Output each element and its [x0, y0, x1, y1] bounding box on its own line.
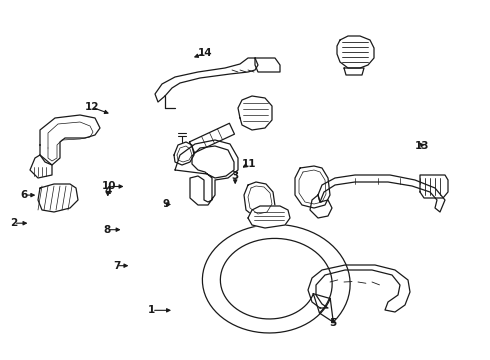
Polygon shape [175, 140, 238, 205]
Text: 5: 5 [330, 318, 337, 328]
Polygon shape [337, 36, 374, 68]
Polygon shape [308, 265, 410, 312]
Polygon shape [344, 68, 364, 75]
Polygon shape [248, 206, 290, 228]
Polygon shape [202, 224, 350, 333]
Polygon shape [38, 184, 78, 212]
Text: 2: 2 [10, 218, 17, 228]
Polygon shape [40, 115, 100, 165]
Text: 12: 12 [85, 102, 99, 112]
Text: 10: 10 [101, 181, 116, 192]
Polygon shape [420, 175, 448, 198]
Polygon shape [244, 182, 275, 218]
Polygon shape [190, 123, 235, 153]
Text: 3: 3 [232, 171, 239, 181]
Polygon shape [310, 195, 332, 218]
Text: 13: 13 [415, 141, 430, 151]
Polygon shape [255, 58, 280, 72]
Text: 1: 1 [148, 305, 155, 315]
Polygon shape [318, 175, 445, 212]
Text: 14: 14 [197, 48, 212, 58]
Polygon shape [295, 166, 330, 208]
Text: 9: 9 [162, 199, 169, 210]
Polygon shape [174, 142, 194, 165]
Text: 8: 8 [103, 225, 110, 235]
Polygon shape [155, 58, 258, 102]
Text: 11: 11 [242, 159, 256, 169]
Polygon shape [30, 155, 52, 178]
Polygon shape [238, 96, 272, 130]
Text: 4: 4 [104, 186, 112, 196]
Text: 6: 6 [20, 190, 27, 200]
Text: 7: 7 [113, 261, 121, 271]
